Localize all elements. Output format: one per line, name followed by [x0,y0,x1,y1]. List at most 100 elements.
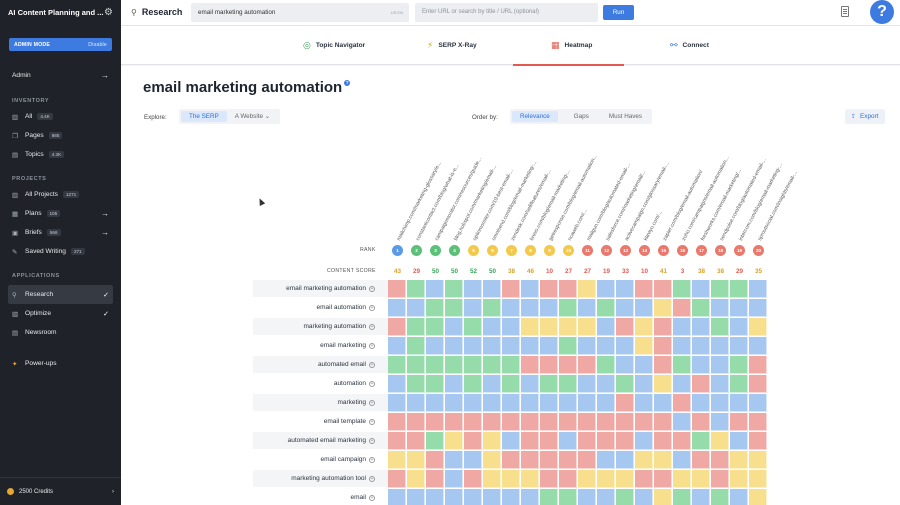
heatmap-cell[interactable] [407,299,425,317]
heatmap-cell[interactable] [749,470,767,488]
locale-selector[interactable]: US EN [390,10,403,15]
sidebar-item-optimize[interactable]: ▧ Optimize ✓ [0,304,121,323]
heatmap-cell[interactable] [502,280,520,298]
heatmap-cell[interactable] [426,318,444,336]
heatmap-cell[interactable] [749,432,767,450]
term-label[interactable]: email campaign [320,456,366,463]
heatmap-cell[interactable] [749,489,767,505]
heatmap-cell[interactable] [692,413,710,431]
add-term-icon[interactable]: + [369,438,375,444]
heatmap-cell[interactable] [578,356,596,374]
info-icon[interactable]: ? [344,80,351,86]
heatmap-cell[interactable] [711,394,729,412]
term-label[interactable]: email marketing automation [286,285,366,292]
heatmap-cell[interactable] [464,470,482,488]
heatmap-cell[interactable] [407,280,425,298]
heatmap-cell[interactable] [388,356,406,374]
sidebar-item-newsroom[interactable]: ▤ Newsroom [0,323,121,342]
heatmap-cell[interactable] [502,375,520,393]
heatmap-cell[interactable] [616,489,634,505]
heatmap-cell[interactable] [616,280,634,298]
heatmap-cell[interactable] [673,299,691,317]
heatmap-cell[interactable] [635,394,653,412]
heatmap-cell[interactable] [445,470,463,488]
heatmap-cell[interactable] [483,489,501,505]
tab-heatmap[interactable]: ▦ Heatmap [512,26,626,66]
heatmap-cell[interactable] [749,337,767,355]
heatmap-cell[interactable] [597,299,615,317]
heatmap-cell[interactable] [559,413,577,431]
heatmap-cell[interactable] [711,280,729,298]
heatmap-cell[interactable] [388,337,406,355]
heatmap-cell[interactable] [559,356,577,374]
heatmap-cell[interactable] [521,432,539,450]
heatmap-cell[interactable] [502,451,520,469]
heatmap-cell[interactable] [445,489,463,505]
heatmap-cell[interactable] [521,394,539,412]
heatmap-cell[interactable] [654,280,672,298]
term-label[interactable]: email template [323,418,366,425]
heatmap-cell[interactable] [464,432,482,450]
heatmap-cell[interactable] [483,299,501,317]
heatmap-cell[interactable] [616,318,634,336]
heatmap-cell[interactable] [464,451,482,469]
heatmap-cell[interactable] [464,280,482,298]
sidebar-item-power-ups[interactable]: ✦ Power-ups [0,354,121,373]
heatmap-cell[interactable] [388,489,406,505]
heatmap-cell[interactable] [711,432,729,450]
heatmap-cell[interactable] [673,356,691,374]
heatmap-cell[interactable] [559,432,577,450]
heatmap-cell[interactable] [540,489,558,505]
heatmap-cell[interactable] [521,299,539,317]
heatmap-cell[interactable] [673,489,691,505]
heatmap-cell[interactable] [464,375,482,393]
heatmap-cell[interactable] [578,375,596,393]
heatmap-cell[interactable] [654,413,672,431]
heatmap-cell[interactable] [635,413,653,431]
heatmap-cell[interactable] [445,280,463,298]
heatmap-cell[interactable] [502,318,520,336]
run-button[interactable]: Run [603,5,634,20]
add-term-icon[interactable]: + [369,362,375,368]
heatmap-cell[interactable] [578,451,596,469]
heatmap-cell[interactable] [692,280,710,298]
term-label[interactable]: automated email marketing [287,437,366,444]
heatmap-cell[interactable] [502,470,520,488]
heatmap-cell[interactable] [559,337,577,355]
heatmap-cell[interactable] [426,356,444,374]
heatmap-cell[interactable] [388,280,406,298]
heatmap-cell[interactable] [635,375,653,393]
heatmap-cell[interactable] [407,489,425,505]
heatmap-cell[interactable] [502,489,520,505]
heatmap-cell[interactable] [540,470,558,488]
heatmap-cell[interactable] [521,470,539,488]
heatmap-cell[interactable] [521,375,539,393]
heatmap-cell[interactable] [654,337,672,355]
heatmap-cell[interactable] [445,337,463,355]
heatmap-cell[interactable] [540,318,558,336]
heatmap-cell[interactable] [597,470,615,488]
heatmap-cell[interactable] [730,356,748,374]
term-label[interactable]: automated email [317,361,366,368]
heatmap-cell[interactable] [616,432,634,450]
heatmap-cell[interactable] [597,489,615,505]
tab-serp-x-ray[interactable]: ⚡ SERP X-Ray [427,26,477,65]
heatmap-cell[interactable] [692,470,710,488]
heatmap-cell[interactable] [673,413,691,431]
heatmap-cell[interactable] [407,356,425,374]
heatmap-cell[interactable] [521,451,539,469]
heatmap-cell[interactable] [388,299,406,317]
heatmap-cell[interactable] [597,337,615,355]
heatmap-cell[interactable] [635,451,653,469]
document-icon[interactable] [841,6,849,17]
heatmap-cell[interactable] [616,299,634,317]
credits-bar[interactable]: 2500 Credits › [0,477,121,505]
heatmap-cell[interactable] [578,413,596,431]
heatmap-cell[interactable] [483,375,501,393]
heatmap-cell[interactable] [407,337,425,355]
heatmap-cell[interactable] [578,337,596,355]
term-label[interactable]: marketing automation tool [291,475,366,482]
heatmap-cell[interactable] [426,451,444,469]
add-term-icon[interactable]: + [369,305,375,311]
heatmap-cell[interactable] [559,470,577,488]
